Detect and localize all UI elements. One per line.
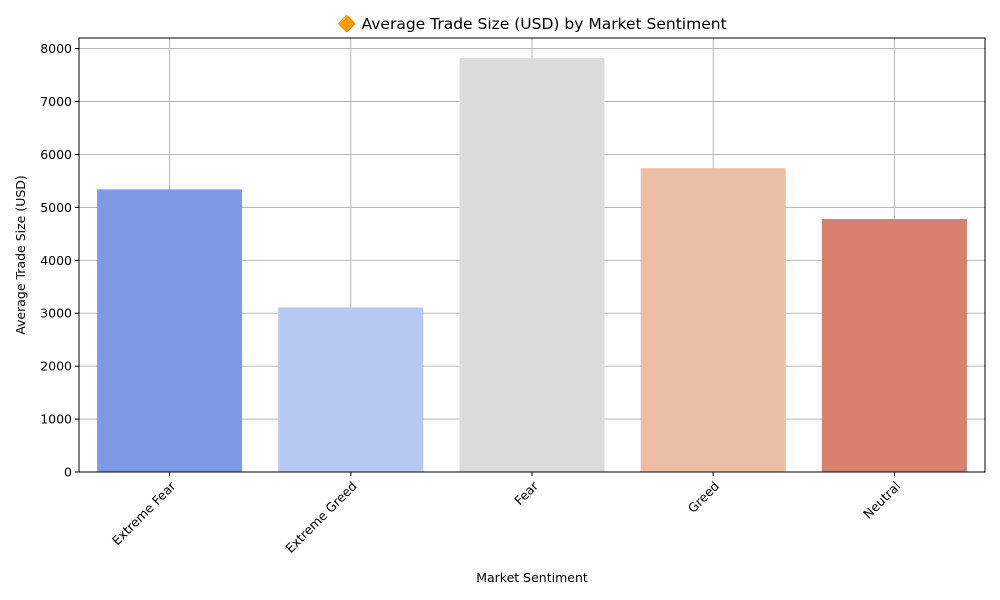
- x-axis: Extreme Fear Extreme Greed Fear Greed Neutra…: [109, 472, 903, 556]
- bars: [97, 58, 967, 473]
- y-tick-label: 4000: [40, 253, 72, 268]
- x-axis-label: Market Sentiment: [476, 570, 588, 585]
- y-tick-label: 7000: [40, 94, 72, 109]
- y-tick-label: 1000: [40, 412, 72, 427]
- bar-extreme-fear: [97, 189, 243, 472]
- y-axis: 0 1000 2000 3000 4000 5000 6000 7000 8000: [40, 41, 79, 480]
- bar-fear: [459, 58, 605, 473]
- y-tick-label: 3000: [40, 306, 72, 321]
- x-tick-label: Extreme Greed: [282, 478, 359, 555]
- y-tick-label: 6000: [40, 147, 72, 162]
- y-tick-label: 0: [64, 465, 72, 480]
- x-tick-label: Extreme Fear: [109, 478, 179, 548]
- y-tick-label: 5000: [40, 200, 72, 215]
- bar-extreme-greed: [278, 307, 424, 472]
- x-tick-label: Neutral: [860, 478, 903, 521]
- x-tick-label: Greed: [685, 478, 722, 515]
- bar-greed: [640, 168, 786, 472]
- bar-neutral: [821, 219, 967, 472]
- y-tick-label: 2000: [40, 359, 72, 374]
- y-tick-label: 8000: [40, 41, 72, 56]
- y-axis-label: Average Trade Size (USD): [13, 175, 28, 335]
- x-tick-label: Fear: [511, 478, 541, 508]
- chart-title: 🔶 Average Trade Size (USD) by Market Sen…: [337, 14, 726, 33]
